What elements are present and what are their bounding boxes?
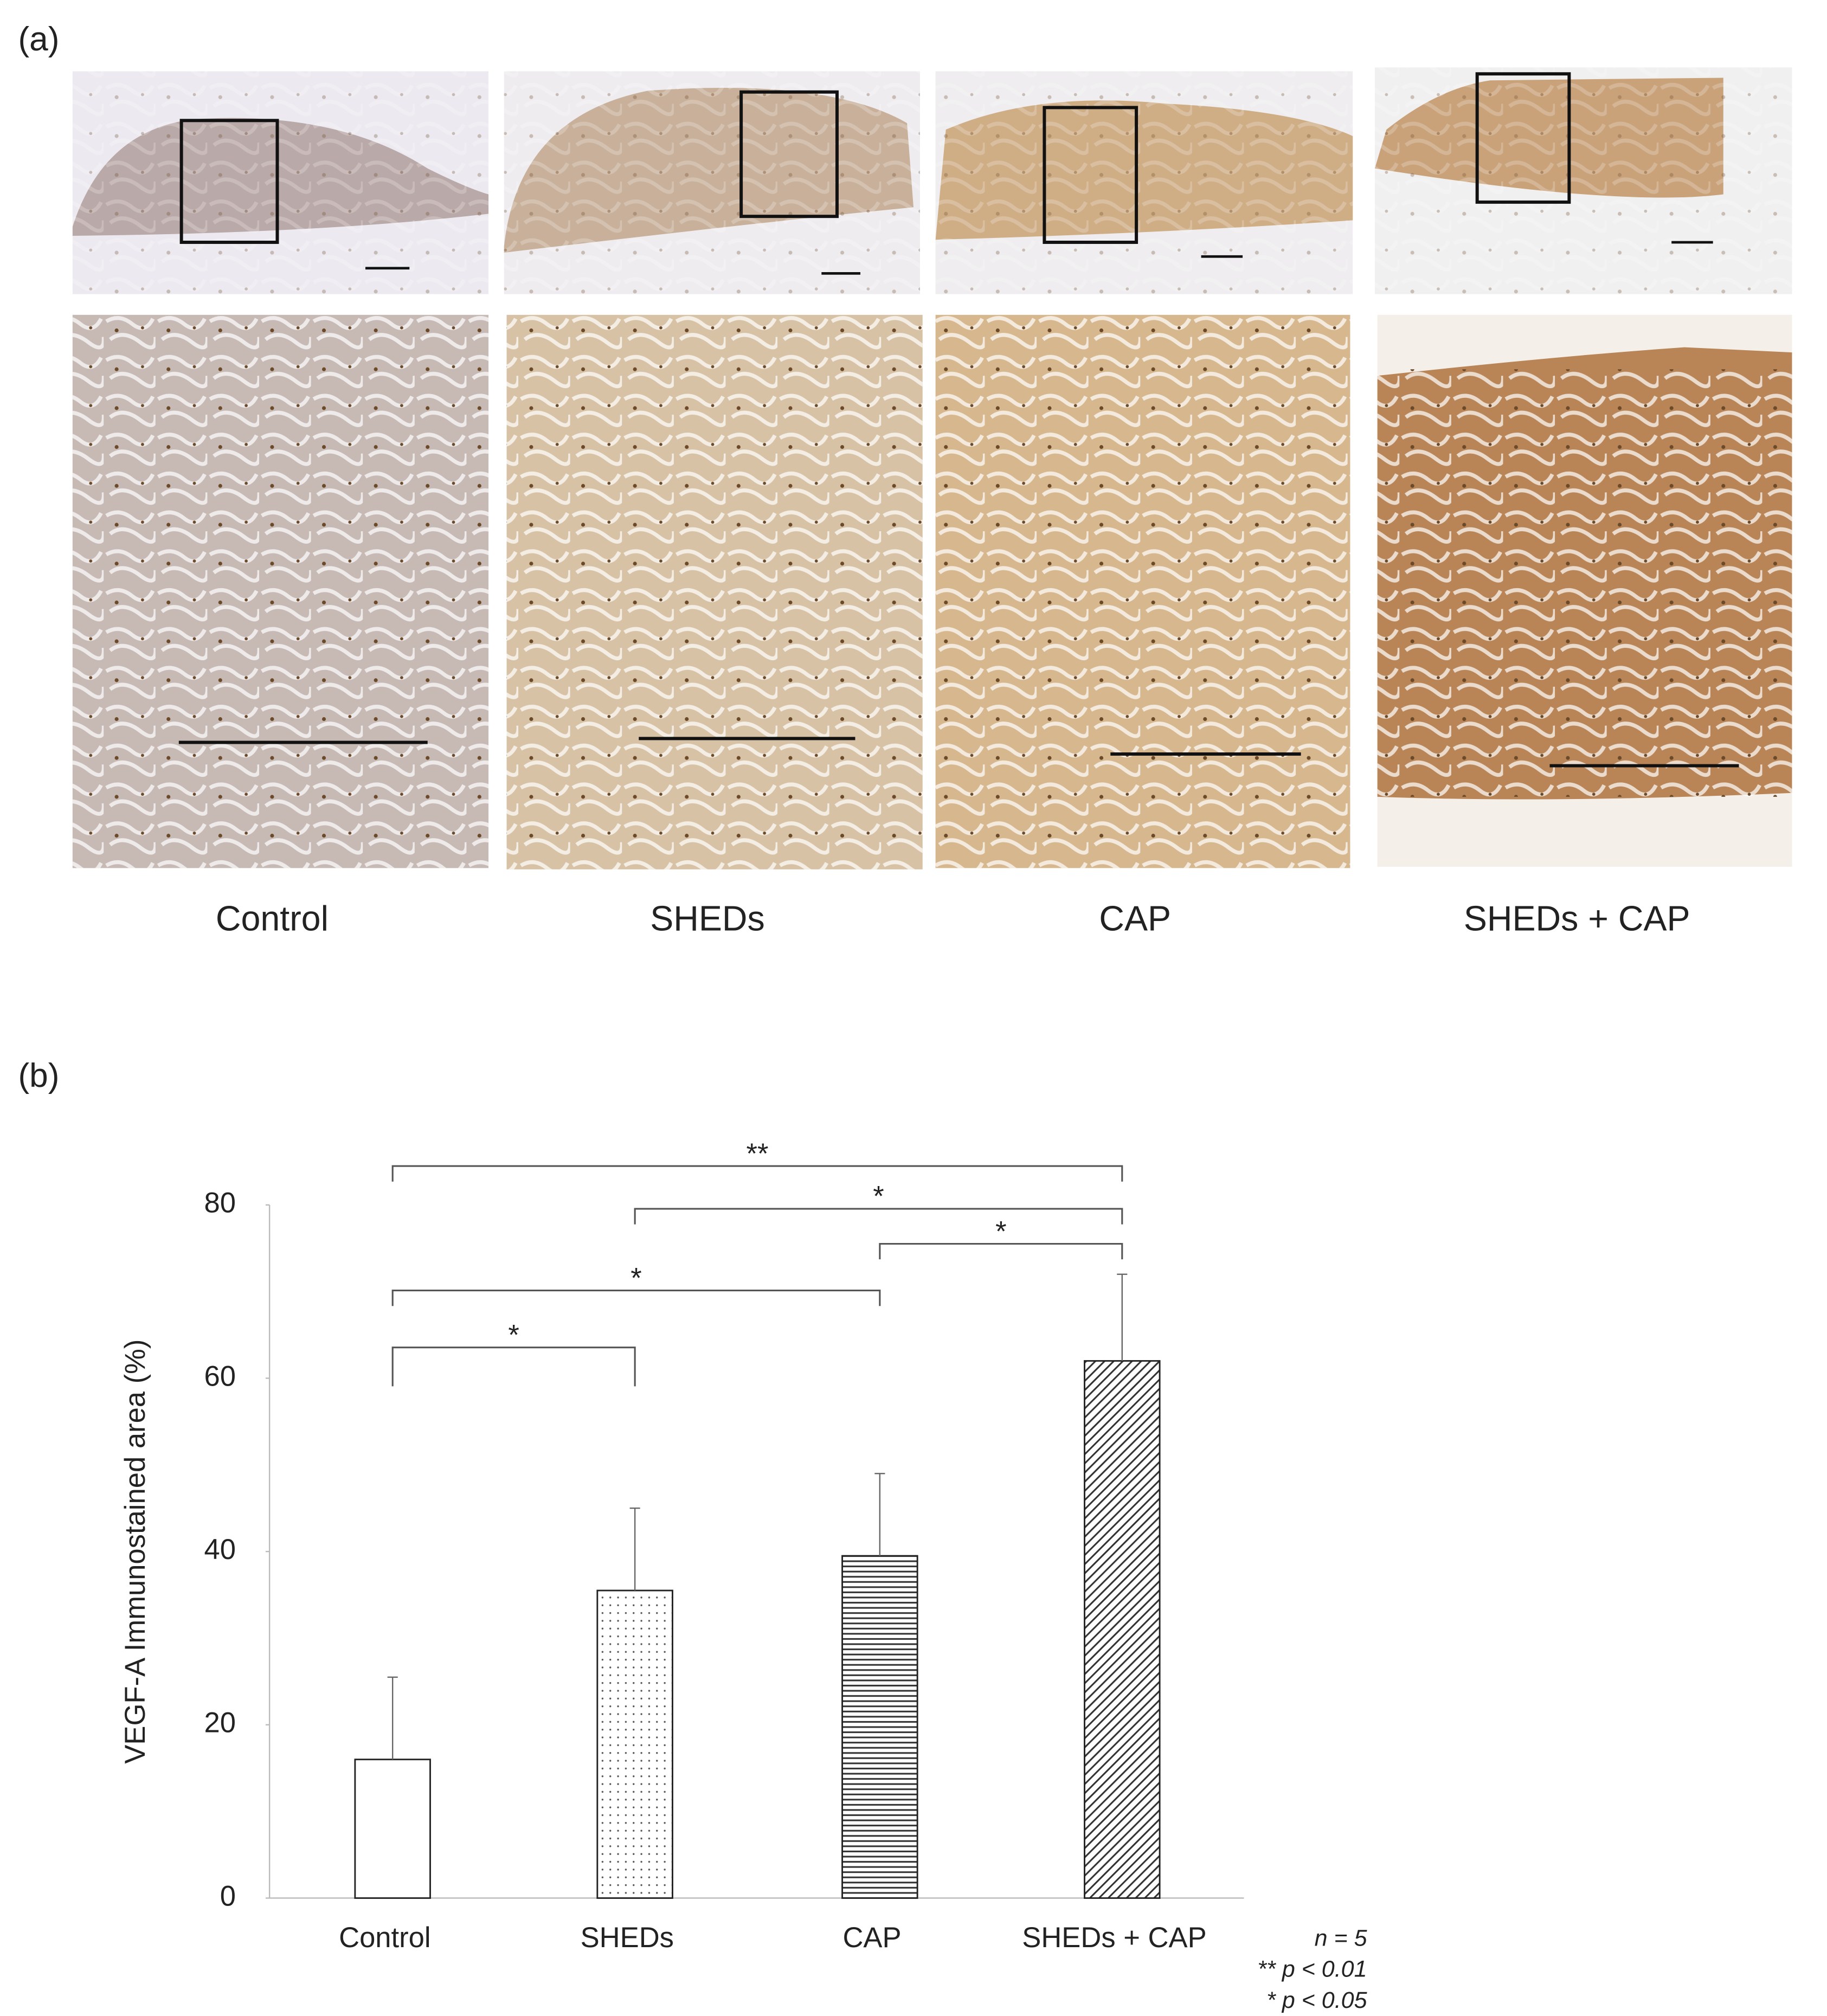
group-label: SHEDs + CAP — [1464, 899, 1690, 938]
significance-label: ** — [747, 1138, 769, 1170]
x-tick-label: CAP — [842, 1922, 901, 1954]
group-label: Control — [216, 899, 329, 938]
y-axis-title: VEGF-A Immunostained area (%) — [119, 1339, 151, 1764]
bar — [1084, 1360, 1161, 1899]
group-label: CAP — [1099, 899, 1171, 938]
micrograph-cap — [935, 71, 1353, 868]
significance-bracket — [391, 1289, 881, 1306]
significance-label: * — [631, 1262, 641, 1294]
y-tick-label: 40 — [204, 1534, 236, 1566]
y-tick-label: 60 — [204, 1360, 236, 1392]
panel-label: (a) — [18, 21, 59, 58]
x-tick-label: Control — [339, 1922, 431, 1954]
y-tick-label: 0 — [220, 1880, 236, 1912]
footnote: * p < 0.05 — [1266, 1987, 1367, 2013]
micrograph-sheds-cap — [1374, 67, 1792, 867]
bar — [841, 1555, 918, 1899]
significance-bracket — [391, 1347, 636, 1387]
micrograph-sheds — [504, 71, 923, 869]
error-bar — [874, 1473, 885, 1556]
significance-label: * — [508, 1319, 519, 1351]
significance-label: * — [873, 1181, 884, 1213]
bar — [596, 1589, 673, 1899]
panel-label: (b) — [18, 1057, 59, 1094]
error-bar — [1117, 1273, 1128, 1361]
x-tick-label: SHEDs — [581, 1922, 674, 1954]
y-tick-label: 20 — [204, 1707, 236, 1739]
x-tick-label: SHEDs + CAP — [1022, 1922, 1206, 1954]
bar — [354, 1759, 431, 1899]
significance-bracket — [391, 1165, 1123, 1182]
footnote: ** p < 0.01 — [1257, 1956, 1367, 1982]
micrographs — [72, 67, 1792, 869]
error-bar — [387, 1676, 398, 1760]
footnote: n = 5 — [1315, 1925, 1368, 1951]
group-label: SHEDs — [650, 899, 765, 938]
y-tick-label: 80 — [204, 1187, 236, 1219]
significance-label: * — [995, 1215, 1006, 1247]
micrograph-control — [72, 71, 489, 868]
significance-bracket — [634, 1208, 1123, 1225]
significance-bracket — [879, 1242, 1123, 1260]
error-bar — [629, 1508, 640, 1591]
